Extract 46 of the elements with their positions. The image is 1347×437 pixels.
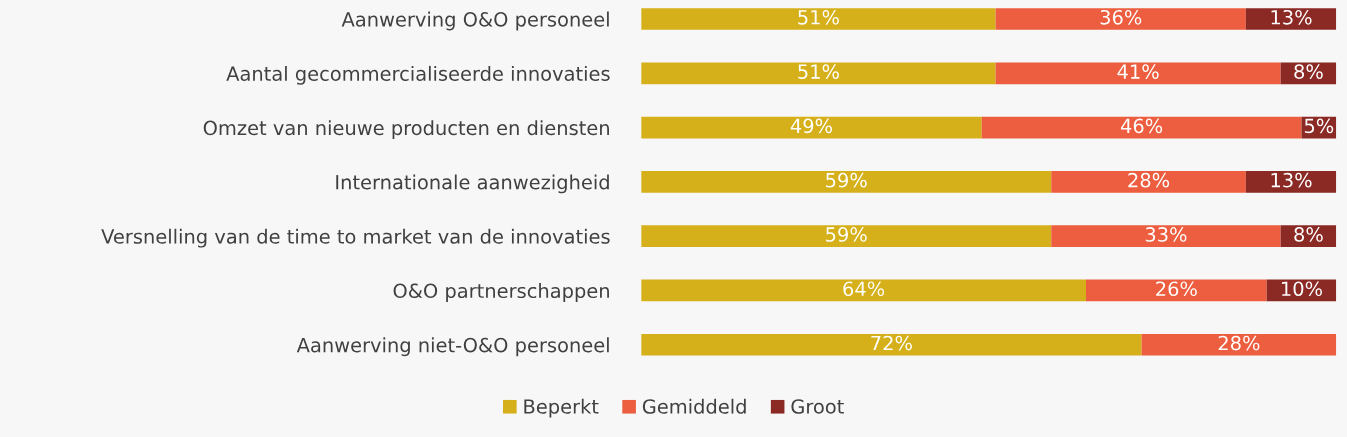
data-label: 49%: [790, 118, 832, 134]
y-tick-label: Omzet van nieuwe producten en diensten: [203, 120, 609, 140]
bar: [641, 116, 982, 139]
bar: [1141, 333, 1337, 356]
bar: [1051, 225, 1281, 248]
legend-label: Gemiddeld: [642, 398, 746, 414]
bar: [981, 116, 1302, 139]
data-label: 10%: [1282, 281, 1323, 297]
data-label: 8%: [1294, 64, 1323, 79]
data-label: 51%: [798, 9, 839, 25]
data-label: 59%: [826, 172, 867, 188]
y-tick-label: Aanwerving O&O personeel: [341, 11, 609, 31]
legend-label: Groot: [791, 399, 844, 414]
data-label: 59%: [826, 227, 867, 242]
y-tick-label: Versnelling van de time to market van de innovaties: [101, 228, 610, 248]
bar: [641, 279, 1087, 302]
bar: [995, 62, 1281, 85]
data-label: 5%: [1304, 118, 1334, 134]
bar: [641, 8, 996, 30]
bar: [641, 333, 1142, 356]
bar: [1245, 8, 1337, 30]
data-label: 28%: [1128, 172, 1170, 188]
data-label: 46%: [1120, 118, 1163, 134]
y-tick-label: Aanwerving niet-O&O personeel: [296, 337, 609, 357]
data-label: 51%: [798, 64, 839, 79]
y-tick-label: O&O partnerschappen: [393, 283, 609, 302]
bar: [1245, 171, 1337, 193]
data-label: 64%: [843, 281, 885, 297]
data-label: 13%: [1271, 9, 1312, 25]
legend-label: Beperkt: [524, 398, 599, 418]
data-label: 41%: [1117, 64, 1159, 79]
data-label: 8%: [1294, 227, 1323, 242]
bar: [641, 171, 1052, 193]
data-label: 36%: [1100, 9, 1142, 25]
data-label: 28%: [1218, 335, 1260, 351]
y-tick-label: Internationale aanwezigheid: [336, 174, 609, 194]
data-label: 72%: [871, 335, 912, 351]
data-label: 33%: [1145, 227, 1187, 242]
bar: [995, 8, 1246, 30]
data-label: 26%: [1156, 281, 1197, 297]
data-label: 13%: [1271, 172, 1312, 188]
bar: [1051, 171, 1246, 193]
bar: [641, 225, 1052, 248]
bar: [1086, 279, 1267, 302]
y-tick-label: Aantal gecommercialiseerde innovaties: [226, 65, 610, 85]
bar: [641, 62, 996, 85]
